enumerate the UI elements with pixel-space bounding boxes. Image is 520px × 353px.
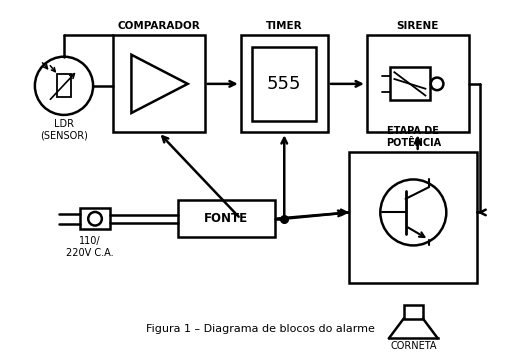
Circle shape: [88, 212, 102, 226]
Bar: [57, 74, 71, 97]
Bar: [112, 35, 205, 132]
Text: LDR
(SENSOR): LDR (SENSOR): [40, 119, 88, 140]
Text: 110/
220V C.A.: 110/ 220V C.A.: [67, 236, 114, 258]
Bar: [349, 152, 477, 283]
Text: TIMER: TIMER: [266, 22, 303, 31]
Polygon shape: [132, 55, 188, 113]
Text: CORNETA: CORNETA: [390, 341, 437, 351]
Text: Figura 1 – Diagrama de blocos do alarme: Figura 1 – Diagrama de blocos do alarme: [146, 324, 374, 334]
Text: FONTE: FONTE: [204, 212, 248, 225]
Text: 555: 555: [267, 75, 302, 93]
Text: SIRENE: SIRENE: [396, 22, 439, 31]
Text: COMPARADOR: COMPARADOR: [117, 22, 200, 31]
Bar: [404, 305, 423, 319]
Bar: [81, 208, 110, 229]
Bar: [252, 47, 316, 121]
Circle shape: [431, 78, 444, 90]
Bar: [177, 200, 275, 237]
Circle shape: [35, 57, 93, 115]
Bar: [389, 67, 430, 100]
Text: ETAPA DE
POTÊNCIA: ETAPA DE POTÊNCIA: [386, 126, 441, 148]
Circle shape: [380, 179, 446, 245]
Bar: [367, 35, 469, 132]
Bar: [241, 35, 328, 132]
